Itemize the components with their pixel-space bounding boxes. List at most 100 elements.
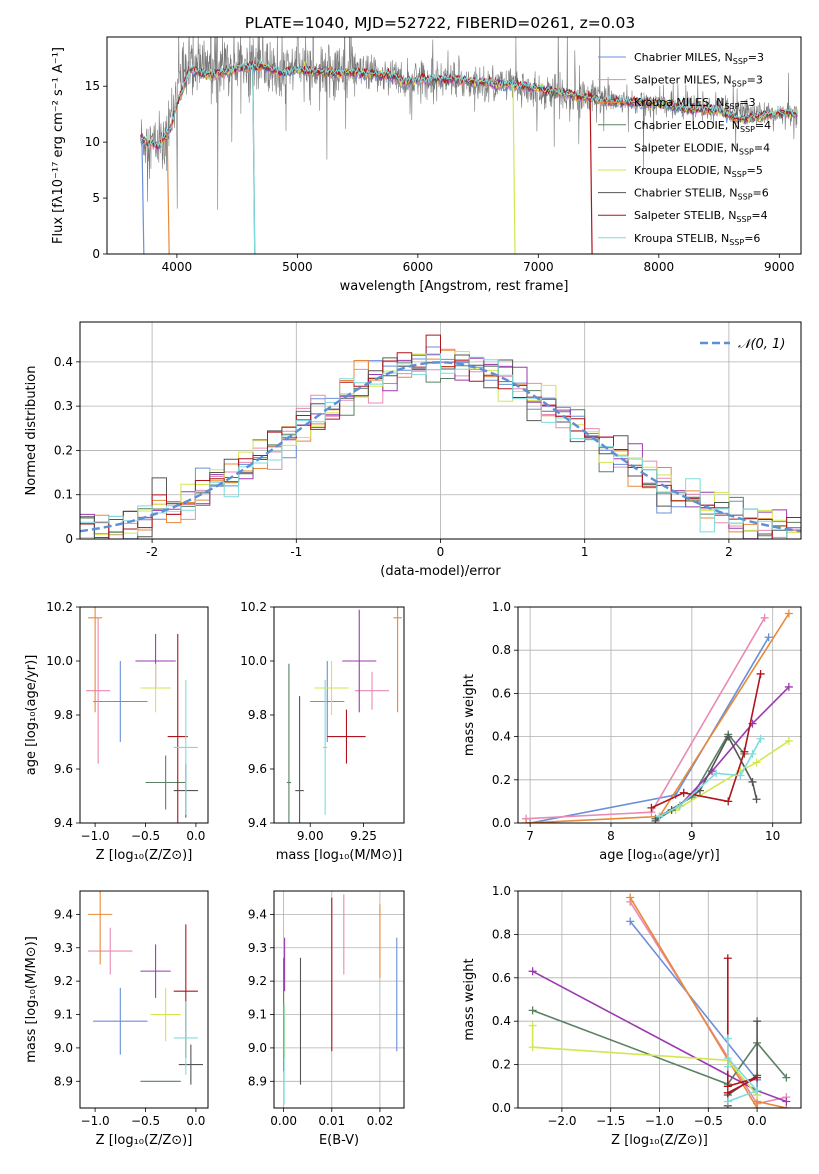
legend-suffix: =3: [747, 74, 763, 87]
y-tick-label: 0.1: [54, 488, 73, 502]
mass-weight-marker: [528, 967, 537, 976]
plot-area-spectrum: [140, 37, 798, 254]
gaussian-legend-label: 𝒩(0, 1): [738, 337, 785, 352]
x-tick-label: 2: [725, 545, 733, 559]
errorbar-point: [342, 609, 377, 713]
axes-frame: [79, 606, 209, 824]
legend-sub: SSP: [736, 215, 751, 224]
x-tick-label: 0.00: [270, 1114, 297, 1128]
y-tick-label: 0.0: [492, 1101, 511, 1115]
mass-weight-series: [529, 636, 770, 823]
y-tick-label: 0.2: [54, 443, 73, 457]
x-tick-label: 9.00: [297, 829, 324, 843]
errorbar-point: [150, 987, 181, 1042]
x-axis-label: E(B-V): [319, 1133, 359, 1148]
mass-weight-marker: [723, 1097, 732, 1106]
errorbar-point: [145, 755, 186, 810]
x-tick-label: 7000: [523, 260, 554, 274]
y-tick-label: 10.2: [240, 600, 267, 614]
y-tick-label: 9.8: [54, 708, 73, 722]
legend-prefix: Chabrier STELIB, N: [634, 187, 738, 200]
panel-age-vs-Z: −1.0 −0.5 0.0 9.4 9.6 9.8 10.0 10.2 Z [log₁₀(Z/Z…: [24, 600, 209, 863]
y-tick-label: 10: [85, 135, 100, 149]
spectrum-dropout: [252, 66, 256, 254]
errorbar-point: [93, 987, 148, 1055]
legend-entry: Kroupa STELIB, NSSP=6: [634, 232, 760, 247]
residual-histogram: [80, 353, 801, 539]
y-tick-label: 0.6: [492, 971, 511, 985]
x-tick-label: −1.0: [645, 1114, 674, 1128]
x-tick-label: 8000: [644, 260, 675, 274]
mass-weight-marker: [748, 777, 757, 786]
legend-suffix: =6: [753, 187, 769, 200]
y-tick-label: 0: [65, 532, 73, 546]
mass-weight-marker: [626, 893, 635, 902]
x-tick-label: 7: [526, 829, 534, 843]
mass-weight-marker: [675, 801, 684, 810]
mass-weight-marker: [723, 1054, 732, 1063]
mass-weight-marker: [679, 788, 688, 797]
y-tick-label: 9.6: [54, 762, 73, 776]
mass-weight-marker: [752, 758, 761, 767]
spectrum-dropout: [141, 140, 145, 254]
y-tick-label: 9.4: [54, 907, 73, 921]
x-tick-label: −1.0: [81, 829, 110, 843]
mass-weight-marker: [784, 682, 793, 691]
x-axis-label: (data-model)/error: [380, 564, 501, 579]
legend-suffix: =4: [755, 119, 771, 132]
errorbar-point: [88, 607, 103, 713]
x-tick-label: 8: [607, 829, 615, 843]
spectrum-dropout: [589, 98, 593, 254]
legend-suffix: =3: [748, 51, 764, 64]
y-tick-label: 10.0: [240, 654, 267, 668]
legend-sub: SSP: [724, 102, 739, 111]
y-tick-label: 0.4: [54, 355, 73, 369]
legend-prefix: Chabrier ELODIE, N: [634, 119, 740, 132]
errorbar-point: [140, 663, 171, 713]
mass-weight-marker: [647, 803, 656, 812]
x-axis-label: age [log₁₀(age/yr)]: [599, 848, 720, 863]
x-tick-label: 9: [688, 829, 696, 843]
mass-weight-marker: [782, 1097, 791, 1106]
y-tick-label: 10.2: [46, 600, 73, 614]
axes-frame: [517, 606, 802, 824]
axes-frame: [106, 36, 802, 255]
y-tick-label: 9.3: [248, 941, 267, 955]
legend-sub: SSP: [732, 170, 747, 179]
x-tick-label: −2.0: [547, 1114, 576, 1128]
mass-weight-marker: [752, 795, 761, 804]
x-tick-label: 9000: [764, 260, 795, 274]
errorbar-point: [173, 1001, 198, 1075]
mass-weight-marker: [756, 734, 765, 743]
plot-area-mass-vs-EBV: [283, 894, 398, 1105]
errorbar-point: [167, 634, 188, 823]
y-tick-label: 5: [92, 191, 100, 205]
y-tick-label: 0.2: [492, 773, 511, 787]
x-tick-label: 0.02: [367, 1114, 394, 1128]
mass-weight-marker: [526, 819, 535, 823]
errorbar-point: [310, 661, 345, 742]
x-tick-label: −0.5: [131, 1114, 160, 1128]
x-tick-label: −0.5: [694, 1114, 723, 1128]
y-tick-label: 0.4: [492, 730, 511, 744]
x-tick-label: 0.01: [318, 1114, 345, 1128]
y-tick-label: 9.3: [54, 941, 73, 955]
legend-sub: SSP: [740, 125, 755, 134]
y-tick-label: 8.9: [248, 1074, 267, 1088]
x-tick-label: −1.0: [81, 1114, 110, 1128]
x-tick-label: 0.0: [186, 829, 205, 843]
y-axis-label: mass [log₁₀(M/M⊙)]: [24, 936, 39, 1063]
errorbar-point: [93, 661, 148, 742]
legend-suffix: =6: [744, 232, 760, 245]
mass-weight-marker: [655, 812, 664, 821]
legend-entry: Kroupa MILES, NSSP=3: [634, 96, 756, 111]
y-tick-label: 1.0: [492, 600, 511, 614]
errorbar-point: [327, 709, 366, 764]
panel-spectrum: 4000 5000 6000 7000 8000 9000 0 5 10 15 wavelength…: [51, 36, 802, 294]
y-tick-label: 0.8: [492, 927, 511, 941]
x-axis-label: wavelength [Angstrom, rest frame]: [340, 279, 569, 294]
errorbar-point: [140, 944, 171, 998]
y-tick-label: 9.8: [248, 708, 267, 722]
